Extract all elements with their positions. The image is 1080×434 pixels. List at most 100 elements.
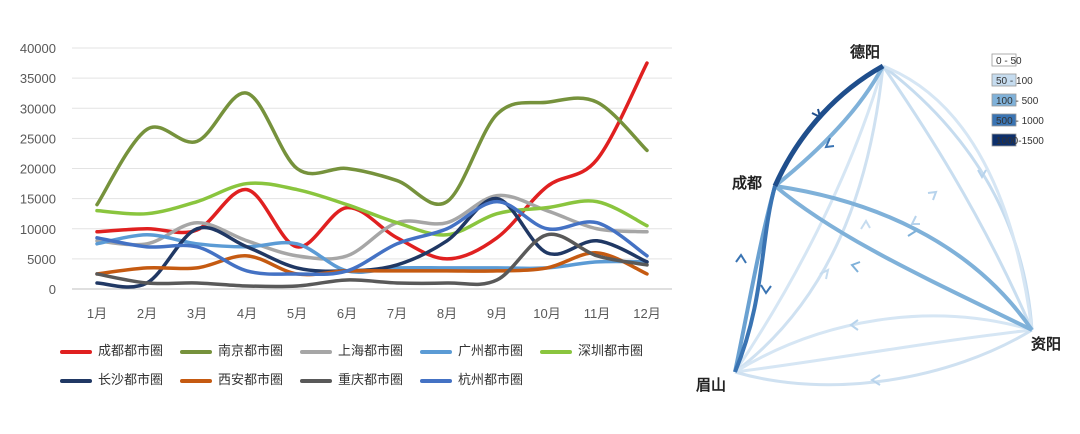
node-label-meishan: 眉山: [696, 377, 726, 394]
arrow-icon: [910, 215, 920, 225]
series-line: [95, 199, 649, 277]
node-label-deyang: 德阳: [850, 43, 880, 61]
legend-swatch: [300, 349, 332, 354]
legend-label: 长沙都市圈: [98, 372, 164, 387]
legend-swatch: [420, 378, 452, 383]
x-tick-label: 7月: [387, 306, 407, 321]
arrow-icon: [760, 284, 772, 295]
flow-ziyang-chengdu: [773, 184, 1033, 332]
legend-item: 成都都市圈: [60, 340, 163, 359]
series-line: [95, 232, 649, 289]
legend-label: 深圳都市圈: [578, 343, 644, 358]
flow-diagram: 德阳 成都 资阳 眉山 0 - 50 50 - 100 100 - 500 500 -…: [696, 43, 1061, 394]
flow-deyang-chengdu-inner: [773, 65, 885, 188]
y-tick-label: 35000: [20, 71, 56, 86]
series-line: [95, 196, 649, 289]
flow-legend-swatch: [991, 133, 1017, 147]
y-tick-label: 0: [49, 282, 56, 297]
flow-deyang-meishan: [733, 65, 885, 373]
legend-swatch: [420, 349, 452, 354]
arrow-icon: [907, 225, 918, 237]
y-tick-label: 25000: [20, 131, 56, 146]
arrow-icon: [860, 219, 871, 230]
legend-item: 南京都市圈: [180, 340, 283, 359]
chart-gridlines: [72, 47, 672, 290]
x-tick-label: 11月: [584, 306, 611, 321]
legend-item: 西安都市圈: [180, 369, 283, 388]
flow-legend-label: 50 - 100: [996, 76, 1033, 87]
flow-legend: 0 - 50 50 - 100 100 - 500 500 - 1000 1000-15…: [991, 53, 1044, 147]
legend-item: 深圳都市圈: [540, 340, 643, 359]
series-line: [95, 91, 649, 207]
legend-item: 长沙都市圈: [60, 369, 163, 388]
arrow-icon: [977, 169, 987, 180]
flow-legend-label: 500 - 1000: [996, 116, 1044, 127]
arrow-icon: [849, 319, 859, 331]
y-tick-label: 5000: [27, 252, 56, 267]
arrow-icon: [927, 190, 938, 201]
x-axis-ticks: 1月 2月 3月 4月 5月 6月 7月 8月 9月 10月 11月 12月: [87, 306, 661, 321]
legend-item: 广州都市圈: [420, 340, 523, 359]
x-tick-label: 4月: [237, 306, 257, 321]
legend-label: 成都都市圈: [98, 343, 164, 358]
arrow-icon: [735, 253, 747, 264]
x-tick-label: 12月: [633, 306, 660, 321]
legend-label: 杭州都市圈: [458, 372, 524, 387]
y-tick-label: 20000: [20, 162, 56, 177]
x-tick-label: 9月: [487, 306, 507, 321]
legend-swatch: [60, 378, 92, 383]
node-label-chengdu: 成都: [732, 174, 762, 192]
series-line: [95, 181, 649, 237]
y-tick-label: 10000: [20, 222, 56, 237]
flow-meishan-ziyang: [734, 328, 1033, 387]
legend-item: 重庆都市圈: [300, 369, 403, 388]
flow-chengdu-ziyang: [774, 184, 1034, 332]
legend-item: 杭州都市圈: [420, 369, 523, 388]
y-axis-ticks: 0 5000 10000 15000 20000 25000 30000 35000 40000: [20, 41, 56, 297]
flow-meishan-deyang: [734, 65, 885, 374]
node-label-ziyang: 资阳: [1031, 335, 1061, 353]
flow-deyang-ziyang: [881, 65, 1034, 331]
x-tick-label: 10月: [533, 306, 560, 321]
line-chart: 0 5000 10000 15000 20000 25000 30000 35000 40000…: [20, 41, 672, 321]
legend-swatch: [60, 349, 92, 354]
flow-chengdu-deyang: [772, 63, 885, 188]
x-tick-label: 6月: [337, 306, 357, 321]
series-line: [95, 193, 649, 261]
arrow-icon: [811, 108, 822, 119]
legend-label: 西安都市圈: [218, 372, 284, 387]
flow-ziyang-meishan: [734, 328, 1033, 374]
x-tick-label: 2月: [137, 306, 157, 321]
x-tick-label: 5月: [287, 306, 307, 321]
y-tick-label: 40000: [20, 41, 56, 56]
flow-legend-label: 1000-1500: [996, 136, 1044, 147]
legend-label: 南京都市圈: [218, 343, 284, 358]
flow-chengdu-meishan: [733, 185, 777, 373]
chart-series: [95, 61, 649, 289]
y-tick-label: 30000: [20, 101, 56, 116]
y-tick-label: 15000: [20, 192, 56, 207]
arrow-icon: [819, 268, 830, 280]
x-tick-label: 1月: [87, 306, 107, 321]
arrow-icon: [870, 374, 881, 386]
legend-label: 上海都市圈: [338, 343, 404, 358]
legend-label: 重庆都市圈: [338, 372, 404, 387]
x-tick-label: 8月: [437, 306, 457, 321]
flow-ziyang-meishan-upper: [734, 314, 1033, 374]
flow-legend-swatch: [991, 73, 1017, 87]
legend-swatch: [300, 378, 332, 383]
flow-deyang-ziyang-outer: [882, 64, 1034, 331]
arrow-icon: [850, 261, 861, 273]
arrow-icon: [824, 137, 835, 149]
legend-swatch: [540, 349, 572, 354]
legend-item: 上海都市圈: [300, 340, 403, 359]
flow-legend-swatch: [991, 53, 1017, 67]
flow-legend-swatch: [991, 93, 1017, 107]
legend-swatch: [180, 349, 212, 354]
series-line: [95, 251, 649, 277]
legend-swatch: [180, 378, 212, 383]
flow-legend-swatch: [991, 113, 1017, 127]
legend-label: 广州都市圈: [458, 343, 524, 358]
flow-arrows: [735, 108, 987, 386]
x-tick-label: 3月: [187, 306, 207, 321]
